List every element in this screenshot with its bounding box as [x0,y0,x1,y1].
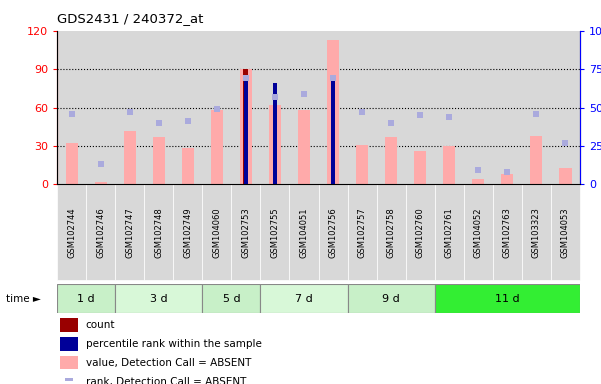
Text: GSM102747: GSM102747 [125,207,134,258]
Bar [551,31,580,184]
Bar [243,69,248,184]
Text: 1 d: 1 d [78,293,95,304]
Bar [203,284,260,313]
Bar [59,337,78,351]
Bar [377,31,406,184]
Text: 7 d: 7 d [295,293,313,304]
Text: time ►: time ► [6,293,41,304]
Text: 5 d: 5 d [222,293,240,304]
Bar [493,31,522,184]
Text: GSM102749: GSM102749 [183,207,192,258]
Bar [319,31,347,184]
Bar [115,184,144,280]
Text: GSM102763: GSM102763 [503,207,512,258]
Bar [522,31,551,184]
Text: GSM102746: GSM102746 [96,207,105,258]
Bar [203,184,231,280]
Text: GDS2431 / 240372_at: GDS2431 / 240372_at [57,12,204,25]
Text: GSM104052: GSM104052 [474,207,483,258]
Text: GSM102760: GSM102760 [416,207,425,258]
Bar [59,318,78,332]
Bar [356,145,368,184]
Text: count: count [86,320,115,330]
Bar [231,31,260,184]
Bar [182,149,194,184]
Text: GSM102755: GSM102755 [270,207,279,258]
Bar [347,31,377,184]
Text: GSM102753: GSM102753 [242,207,251,258]
Text: 9 d: 9 d [382,293,400,304]
Bar [203,31,231,184]
Bar [331,77,335,184]
Text: rank, Detection Call = ABSENT: rank, Detection Call = ABSENT [86,376,246,384]
Bar [211,110,223,184]
Bar [273,83,277,184]
Bar [173,184,203,280]
Bar [124,131,136,184]
Bar [435,31,464,184]
Bar [153,137,165,184]
Text: GSM104053: GSM104053 [561,207,570,258]
Bar [57,184,86,280]
Bar [290,31,319,184]
Bar [406,31,435,184]
Bar [377,184,406,280]
Bar [501,174,513,184]
Bar [406,184,435,280]
Bar [115,284,203,313]
Bar [173,31,203,184]
Bar [414,151,426,184]
Text: GSM102744: GSM102744 [67,207,76,258]
Text: value, Detection Call = ABSENT: value, Detection Call = ABSENT [86,358,251,368]
Bar [260,31,290,184]
Bar [57,284,115,313]
Bar [443,146,456,184]
Bar [493,184,522,280]
Bar [59,356,78,369]
Bar [385,137,397,184]
Bar [231,184,260,280]
Text: 11 d: 11 d [495,293,520,304]
Bar [260,184,290,280]
Bar [327,40,339,184]
Bar [298,110,310,184]
Bar [290,184,319,280]
Bar [522,184,551,280]
Bar [464,184,493,280]
Bar [472,179,484,184]
Bar [347,184,377,280]
Bar [269,105,281,184]
Bar [94,182,107,184]
Text: percentile rank within the sample: percentile rank within the sample [86,339,261,349]
Bar [57,31,86,184]
Text: GSM103323: GSM103323 [532,207,541,258]
Text: GSM104060: GSM104060 [212,207,221,258]
Text: GSM102758: GSM102758 [386,207,395,258]
Bar [260,284,347,313]
Text: GSM102748: GSM102748 [154,207,163,258]
Bar [86,184,115,280]
Bar [144,184,173,280]
Bar [240,69,252,184]
Bar [530,136,543,184]
Bar [347,284,435,313]
Text: GSM102757: GSM102757 [358,207,367,258]
Text: GSM104051: GSM104051 [299,207,308,258]
Text: 3 d: 3 d [150,293,168,304]
Bar [144,31,173,184]
Bar [551,184,580,280]
Bar [66,143,78,184]
Bar [464,31,493,184]
Text: GSM102761: GSM102761 [445,207,454,258]
Bar [244,78,248,184]
Bar [319,184,347,280]
Bar [115,31,144,184]
Text: GSM102756: GSM102756 [329,207,338,258]
Bar [560,168,572,184]
Bar [435,184,464,280]
Bar [86,31,115,184]
Bar [435,284,580,313]
